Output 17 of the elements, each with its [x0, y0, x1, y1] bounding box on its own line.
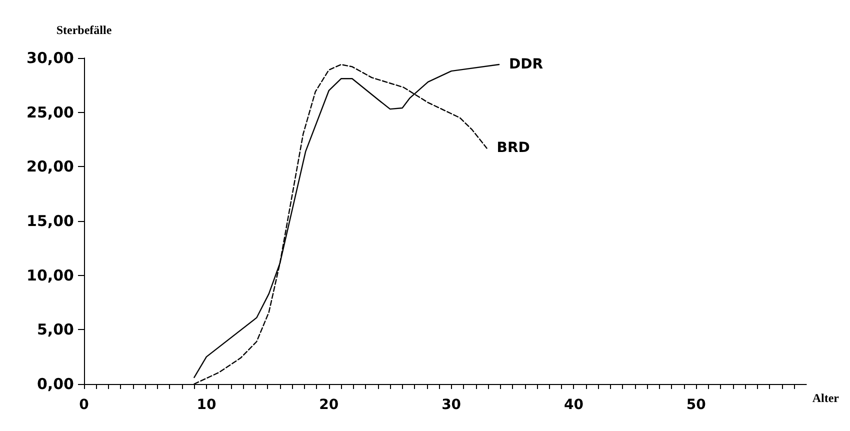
series-label: DDR: [509, 56, 544, 73]
y-tick-label: 30,00: [26, 49, 74, 67]
series-label: BRD: [496, 140, 530, 156]
y-tick-label: 20,00: [26, 158, 74, 176]
x-tick-label: 40: [564, 397, 584, 413]
y-tick-label: 15,00: [26, 212, 74, 230]
x-tick-label: 10: [196, 397, 216, 413]
y-axis-title: Sterbefälle: [56, 23, 112, 37]
x-tick-label: 20: [319, 397, 339, 413]
y-tick-label: 25,00: [26, 103, 74, 122]
y-tick-label: 0,00: [36, 375, 74, 393]
x-tick-label: 50: [686, 397, 706, 413]
y-tick-label: 5,00: [36, 320, 74, 339]
x-tick-label: 30: [442, 397, 462, 413]
x-axis-title: Alter: [812, 391, 840, 405]
y-tick-label: 10,00: [26, 266, 74, 284]
x-tick-label: 0: [79, 397, 90, 413]
